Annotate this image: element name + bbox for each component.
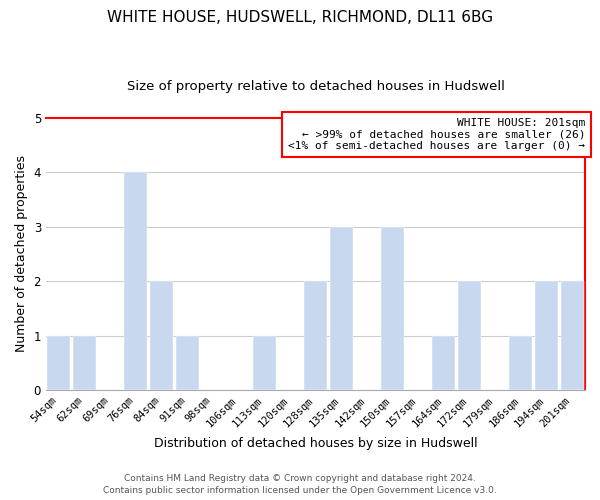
Bar xyxy=(176,336,199,390)
Bar xyxy=(381,227,404,390)
Bar xyxy=(253,336,275,390)
Bar xyxy=(509,336,532,390)
Title: Size of property relative to detached houses in Hudswell: Size of property relative to detached ho… xyxy=(127,80,505,93)
Bar xyxy=(432,336,455,390)
Bar xyxy=(47,336,70,390)
Bar xyxy=(150,281,173,390)
Bar xyxy=(458,281,481,390)
X-axis label: Distribution of detached houses by size in Hudswell: Distribution of detached houses by size … xyxy=(154,437,477,450)
Text: WHITE HOUSE, HUDSWELL, RICHMOND, DL11 6BG: WHITE HOUSE, HUDSWELL, RICHMOND, DL11 6B… xyxy=(107,10,493,25)
Bar xyxy=(73,336,96,390)
Bar xyxy=(560,281,584,390)
Bar xyxy=(124,172,148,390)
Bar xyxy=(535,281,558,390)
Bar xyxy=(304,281,327,390)
Text: Contains HM Land Registry data © Crown copyright and database right 2024.
Contai: Contains HM Land Registry data © Crown c… xyxy=(103,474,497,495)
Bar xyxy=(329,227,353,390)
Text: WHITE HOUSE: 201sqm
← >99% of detached houses are smaller (26)
<1% of semi-detac: WHITE HOUSE: 201sqm ← >99% of detached h… xyxy=(288,118,585,151)
Y-axis label: Number of detached properties: Number of detached properties xyxy=(15,156,28,352)
